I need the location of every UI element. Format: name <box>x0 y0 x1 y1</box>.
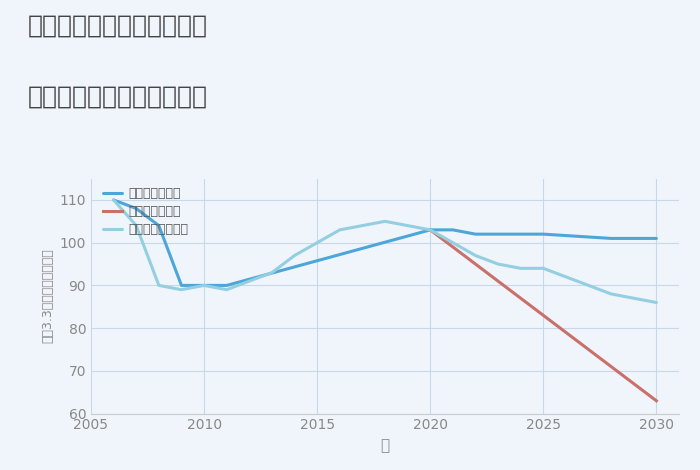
ノーマルシナリオ <box>223 287 231 292</box>
ノーマルシナリオ <box>132 223 141 228</box>
ノーマルシナリオ <box>607 291 615 297</box>
ノーマルシナリオ <box>426 227 435 233</box>
ノーマルシナリオ <box>652 300 661 306</box>
バッドシナリオ <box>652 398 661 404</box>
Line: グッドシナリオ: グッドシナリオ <box>113 200 657 285</box>
グッドシナリオ <box>517 231 525 237</box>
ノーマルシナリオ <box>200 282 209 288</box>
グッドシナリオ <box>223 282 231 288</box>
グッドシナリオ <box>652 235 661 241</box>
ノーマルシナリオ <box>267 270 276 275</box>
ノーマルシナリオ <box>155 282 163 288</box>
Y-axis label: 平（3.3㎡）単価（万円）: 平（3.3㎡）単価（万円） <box>41 249 54 344</box>
Text: 奈良県吉野郡大淀町芦原の: 奈良県吉野郡大淀町芦原の <box>28 14 208 38</box>
ノーマルシナリオ <box>449 240 457 245</box>
ノーマルシナリオ <box>517 266 525 271</box>
Legend: グッドシナリオ, バッドシナリオ, ノーマルシナリオ: グッドシナリオ, バッドシナリオ, ノーマルシナリオ <box>103 187 188 236</box>
グッドシナリオ <box>200 282 209 288</box>
グッドシナリオ <box>494 231 503 237</box>
グッドシナリオ <box>177 282 186 288</box>
ノーマルシナリオ <box>471 253 480 258</box>
ノーマルシナリオ <box>313 240 321 245</box>
グッドシナリオ <box>449 227 457 233</box>
グッドシナリオ <box>155 223 163 228</box>
ノーマルシナリオ <box>245 278 253 284</box>
ノーマルシナリオ <box>403 223 412 228</box>
ノーマルシナリオ <box>494 261 503 267</box>
ノーマルシナリオ <box>290 253 299 258</box>
バッドシナリオ <box>426 227 435 233</box>
ノーマルシナリオ <box>584 282 593 288</box>
Text: 中古マンションの価格推移: 中古マンションの価格推移 <box>28 85 208 109</box>
グッドシナリオ <box>471 231 480 237</box>
グッドシナリオ <box>426 227 435 233</box>
ノーマルシナリオ <box>177 287 186 292</box>
ノーマルシナリオ <box>381 219 389 224</box>
グッドシナリオ <box>607 235 615 241</box>
ノーマルシナリオ <box>358 223 367 228</box>
グッドシナリオ <box>109 197 118 203</box>
グッドシナリオ <box>539 231 547 237</box>
ノーマルシナリオ <box>539 266 547 271</box>
Line: バッドシナリオ: バッドシナリオ <box>430 230 657 401</box>
グッドシナリオ <box>132 206 141 212</box>
ノーマルシナリオ <box>335 227 344 233</box>
ノーマルシナリオ <box>109 197 118 203</box>
Line: ノーマルシナリオ: ノーマルシナリオ <box>113 200 657 303</box>
X-axis label: 年: 年 <box>380 438 390 453</box>
